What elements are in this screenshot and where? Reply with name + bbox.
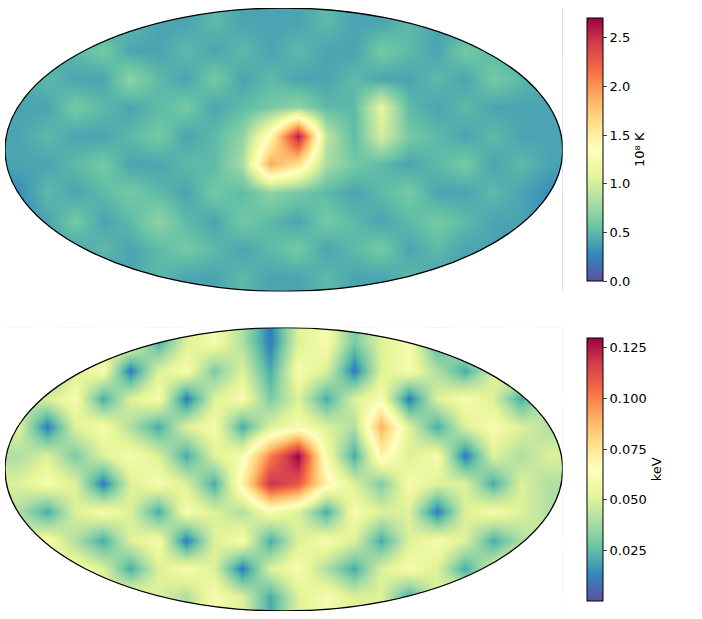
svg-text:1.5: 1.5 bbox=[610, 128, 631, 143]
svg-text:0.050: 0.050 bbox=[610, 492, 647, 507]
svg-text:2.5: 2.5 bbox=[610, 30, 631, 45]
svg-text:keV: keV bbox=[649, 457, 664, 481]
svg-text:2.0: 2.0 bbox=[610, 79, 631, 94]
svg-text:0.075: 0.075 bbox=[610, 442, 647, 457]
svg-text:0.100: 0.100 bbox=[610, 391, 647, 406]
svg-text:10⁸ K: 10⁸ K bbox=[632, 132, 647, 167]
svg-text:0.025: 0.025 bbox=[610, 543, 647, 558]
svg-text:0.5: 0.5 bbox=[610, 225, 631, 240]
svg-text:1.0: 1.0 bbox=[610, 176, 631, 191]
svg-text:0.0: 0.0 bbox=[610, 274, 631, 289]
svg-text:0.125: 0.125 bbox=[610, 340, 647, 355]
